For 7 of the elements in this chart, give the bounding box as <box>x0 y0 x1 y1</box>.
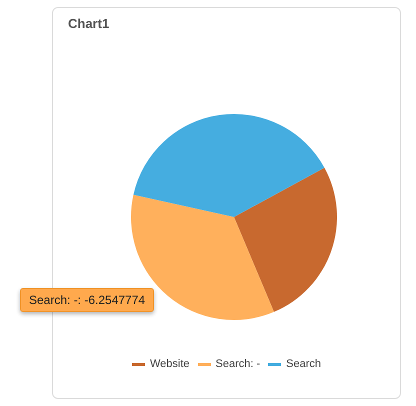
pie-slice <box>133 114 324 217</box>
legend-label: Website <box>150 358 190 370</box>
chart-title: Chart1 <box>68 16 110 31</box>
legend-label: Search: - <box>216 358 260 370</box>
text: Search: -: -6.2547774 <box>20 288 154 312</box>
legend-label: Search <box>286 358 322 370</box>
pie-slice <box>234 168 337 312</box>
